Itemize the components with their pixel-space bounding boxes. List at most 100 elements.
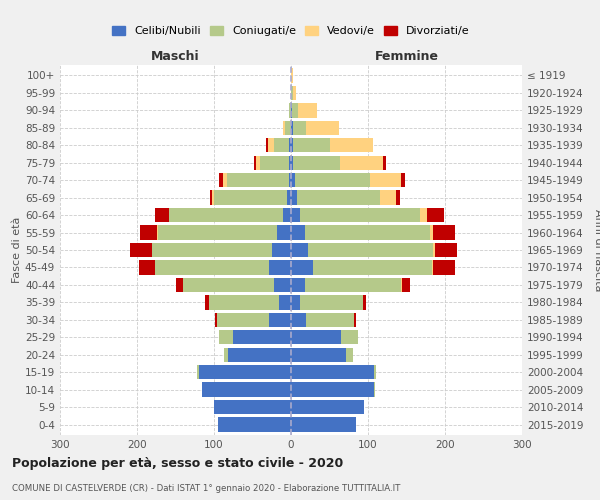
Bar — [354, 312, 356, 327]
Bar — [223, 173, 227, 188]
Bar — [346, 348, 353, 362]
Bar — [433, 243, 435, 257]
Bar — [374, 382, 375, 397]
Bar — [291, 330, 341, 344]
Bar — [291, 365, 374, 380]
Bar — [291, 138, 293, 152]
Bar — [298, 103, 317, 118]
Bar — [272, 243, 291, 257]
Bar — [401, 173, 405, 188]
Bar — [157, 226, 158, 239]
Bar — [169, 208, 283, 222]
Bar — [300, 208, 419, 222]
Bar — [260, 156, 289, 170]
Bar — [307, 120, 339, 135]
Text: COMUNE DI CASTELVERDE (CR) - Dati ISTAT 1° gennaio 2020 - Elaborazione TUTTITALI: COMUNE DI CASTELVERDE (CR) - Dati ISTAT … — [12, 484, 400, 493]
Bar — [300, 295, 364, 310]
Bar — [364, 295, 365, 310]
Bar — [280, 295, 291, 310]
Bar — [155, 260, 269, 274]
Bar — [380, 190, 396, 205]
Text: Popolazione per età, sesso e stato civile - 2020: Popolazione per età, sesso e stato civil… — [12, 458, 343, 470]
Bar — [370, 173, 401, 188]
Bar — [305, 226, 430, 239]
Bar — [291, 120, 293, 135]
Bar — [254, 156, 256, 170]
Legend: Celibi/Nubili, Coniugati/e, Vedovi/e, Divorziati/e: Celibi/Nubili, Coniugati/e, Vedovi/e, Di… — [109, 22, 473, 40]
Bar — [291, 260, 313, 274]
Bar — [210, 190, 212, 205]
Bar — [291, 173, 295, 188]
Bar — [183, 278, 274, 292]
Bar — [140, 226, 157, 239]
Bar — [266, 138, 268, 152]
Bar — [305, 278, 401, 292]
Bar — [291, 226, 305, 239]
Bar — [330, 138, 373, 152]
Bar — [433, 260, 455, 274]
Bar — [224, 348, 228, 362]
Bar — [176, 278, 183, 292]
Bar — [212, 190, 214, 205]
Bar — [214, 400, 291, 414]
Bar — [274, 278, 291, 292]
Bar — [293, 156, 340, 170]
Bar — [396, 190, 400, 205]
Bar — [419, 208, 427, 222]
Bar — [432, 260, 433, 274]
Y-axis label: Anni di nascita: Anni di nascita — [593, 209, 600, 291]
Bar — [291, 278, 305, 292]
Bar — [427, 208, 444, 222]
Y-axis label: Fasce di età: Fasce di età — [12, 217, 22, 283]
Bar — [152, 243, 272, 257]
Bar — [218, 418, 291, 432]
Bar — [433, 226, 455, 239]
Bar — [283, 208, 291, 222]
Bar — [158, 226, 277, 239]
Bar — [283, 120, 285, 135]
Bar — [285, 120, 291, 135]
Bar — [291, 400, 364, 414]
Bar — [401, 278, 402, 292]
Bar — [340, 156, 383, 170]
Bar — [291, 68, 293, 82]
Bar — [215, 312, 217, 327]
Bar — [430, 226, 433, 239]
Bar — [374, 365, 376, 380]
Bar — [291, 243, 308, 257]
Bar — [227, 173, 289, 188]
Bar — [205, 295, 209, 310]
Bar — [295, 173, 370, 188]
Bar — [155, 208, 169, 222]
Bar — [435, 243, 457, 257]
Bar — [197, 365, 199, 380]
Bar — [291, 208, 300, 222]
Bar — [220, 173, 223, 188]
Bar — [291, 382, 374, 397]
Bar — [214, 190, 287, 205]
Bar — [202, 382, 291, 397]
Bar — [269, 260, 291, 274]
Bar — [291, 103, 292, 118]
Bar — [277, 226, 291, 239]
Bar — [287, 190, 291, 205]
Bar — [139, 260, 155, 274]
Bar — [313, 260, 432, 274]
Bar — [130, 243, 152, 257]
Bar — [289, 156, 291, 170]
Bar — [293, 120, 307, 135]
Bar — [291, 418, 356, 432]
Bar — [233, 330, 291, 344]
Bar — [291, 86, 293, 100]
Bar — [289, 103, 291, 118]
Bar — [291, 295, 300, 310]
Bar — [256, 156, 260, 170]
Bar — [293, 138, 330, 152]
Bar — [289, 138, 291, 152]
Bar — [308, 243, 433, 257]
Bar — [297, 190, 380, 205]
Bar — [293, 86, 296, 100]
Text: Femmine: Femmine — [374, 50, 439, 64]
Bar — [291, 348, 346, 362]
Bar — [220, 330, 233, 344]
